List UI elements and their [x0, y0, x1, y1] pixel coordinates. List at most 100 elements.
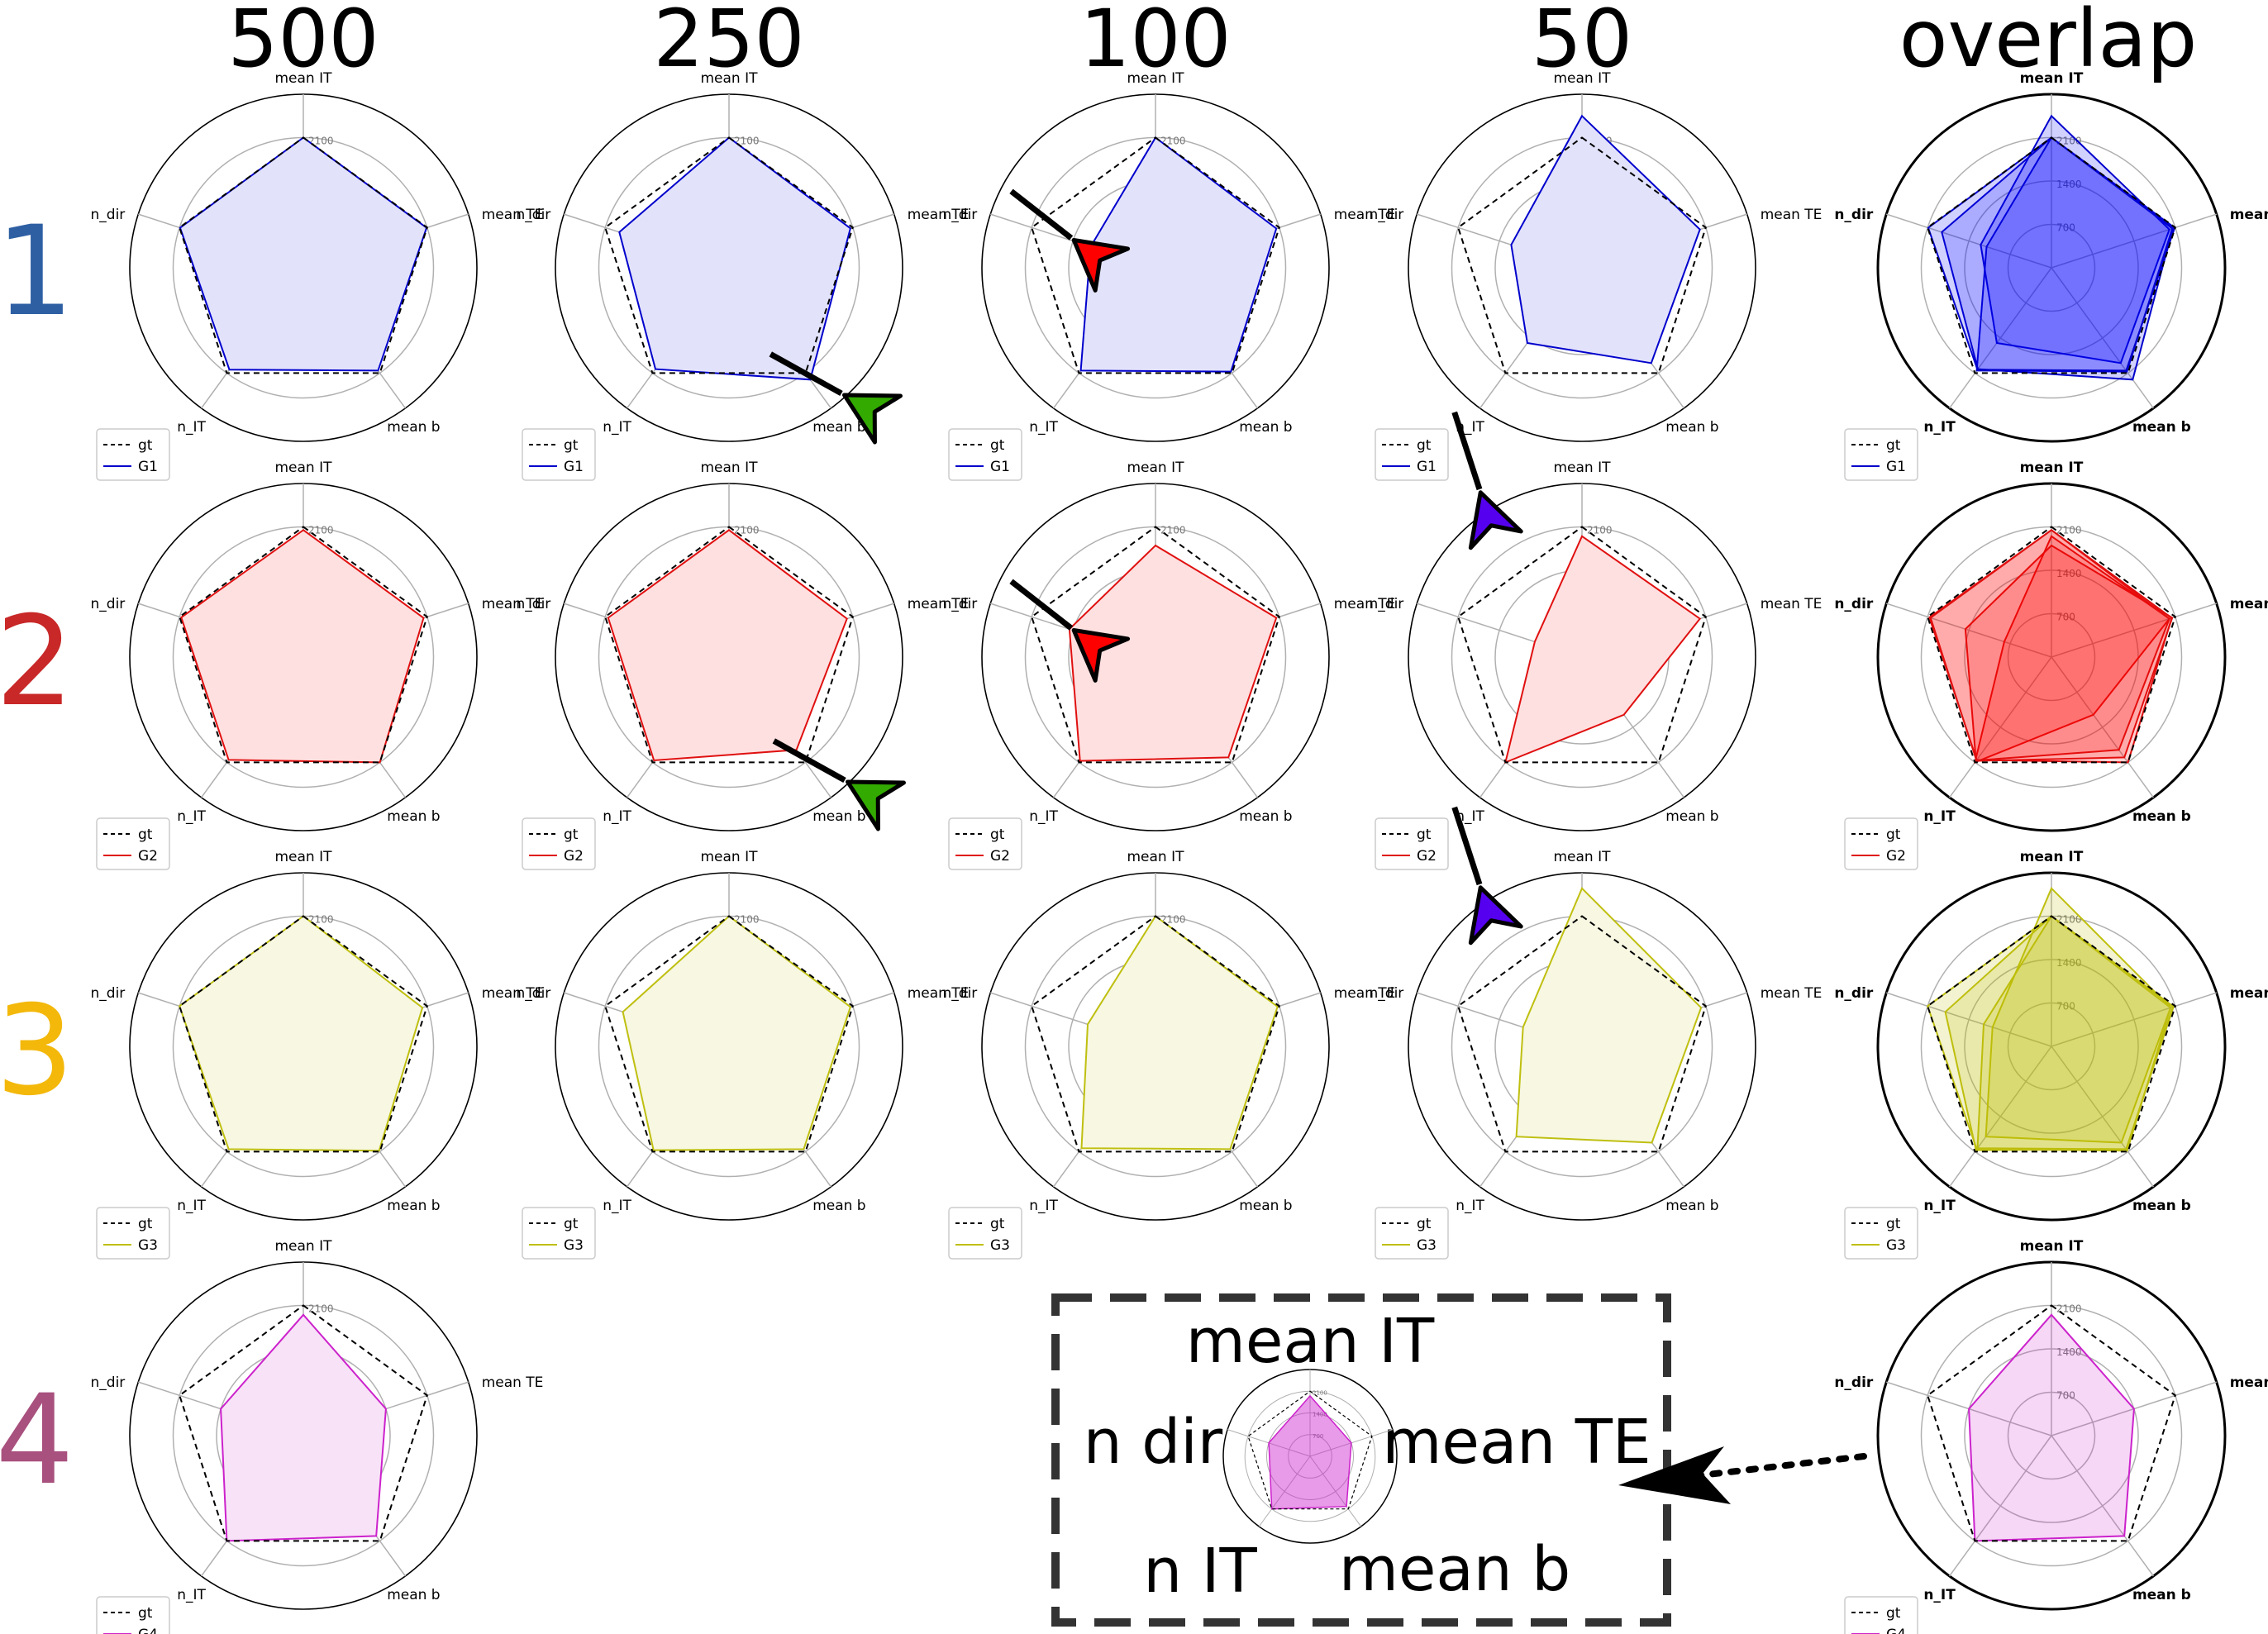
radar-axis-label: n_IT [1923, 1198, 1956, 1214]
radar-axis-label: mean IT [700, 849, 758, 865]
radar-rtick-label: 2100 [734, 136, 760, 147]
radar-axis-label: n_dir [517, 985, 551, 1002]
radar-rtick-label: 700 [2056, 1001, 2075, 1012]
radar-axis-label: mean IT [700, 70, 758, 87]
inset-mini-radar: 700 1400 2100 [1222, 1369, 1398, 1544]
legend-frame [1375, 428, 1449, 481]
radar-series-G2-100 [1068, 544, 1278, 762]
radar-rtick-label: 700 [2056, 1390, 2075, 1402]
radar-series-G2-250 [1929, 529, 2170, 762]
legend-frame [1375, 1207, 1449, 1260]
legend-frame [96, 1207, 170, 1260]
radar-axis-label: mean b [812, 419, 865, 436]
row-label-1: 1 [0, 200, 74, 344]
legend-G4: gt G4 [96, 1596, 170, 1634]
radar-axis-label: mean IT [1127, 849, 1184, 865]
legend-frame [522, 1207, 596, 1260]
legend-G1: gt G1 [948, 428, 1022, 481]
legend-gt-label: gt [138, 827, 153, 843]
radar-spoke [1886, 603, 2052, 658]
radar-axis-label: mean b [1665, 419, 1718, 436]
radar-axis-label: mean TE [482, 985, 544, 1002]
legend-G2: gt G2 [522, 817, 596, 870]
red-arrow-row2 [1009, 579, 1131, 683]
radar-series-gt [1031, 526, 1280, 764]
radar-axis-label: mean IT [274, 849, 332, 865]
inset-spoke [1258, 1455, 1311, 1527]
inset-series-gt [1247, 1390, 1373, 1510]
radar-series-gt [179, 915, 428, 1153]
legend-frame [1375, 817, 1449, 870]
radar-series-G3-100 [1080, 915, 1279, 1150]
legend-gt-label: gt [1886, 437, 1901, 454]
radar-rtick-label: 2100 [1587, 525, 1613, 536]
radar-series-G3-50 [1515, 887, 1703, 1144]
radar-axis-label: n_dir [517, 596, 551, 612]
radar-series-gt [1031, 136, 1280, 374]
radar-axis-label: mean b [1665, 1198, 1718, 1214]
radar-axis-label: mean b [1239, 808, 1292, 825]
radar-series-gt [1457, 136, 1707, 374]
legend-series-label: G3 [564, 1237, 584, 1254]
red-arrow-row1 [1009, 188, 1131, 293]
radar-axis-label: mean TE [482, 207, 544, 223]
legend-gt-label: gt [564, 827, 579, 843]
radar-axis-label: mean b [812, 1198, 865, 1214]
inset-rtick-label: 2100 [1313, 1389, 1327, 1396]
radar-spoke [2051, 1435, 2155, 1577]
legend-gt-label: gt [1886, 827, 1901, 843]
legend-G2: gt G2 [1844, 817, 1918, 870]
inset-pointer [1618, 1446, 1867, 1504]
radar-axis-label: n_IT [1923, 419, 1956, 436]
radar-axis-label: n_dir [1834, 985, 1874, 1002]
legend-G1: gt G1 [1375, 428, 1449, 481]
radar-spoke [2051, 656, 2155, 798]
legend-frame [96, 428, 170, 481]
radar-axis-label: n_dir [517, 207, 551, 223]
radar-axis-label: mean b [2132, 808, 2191, 825]
radar-axis-label: mean b [1239, 419, 1292, 436]
radar-axis-label: n_IT [177, 808, 206, 825]
radar-axis-label: mean b [387, 808, 440, 825]
purple-arrow-row2 [1451, 806, 1523, 946]
radar-series-gt [1031, 915, 1280, 1153]
radar-panel-G3-overlap: 700 1400 2100 mean IT mean TE mean b n_IT n_dir… [1834, 849, 2268, 1260]
radar-series-G2-500 [1928, 529, 2173, 764]
radar-axis-label: mean TE [1334, 596, 1396, 612]
radar-rtick-label: 1400 [2056, 1346, 2082, 1358]
legend-series-label: G4 [138, 1627, 158, 1634]
legend-G3: gt G3 [948, 1207, 1022, 1260]
radar-rtick-label: 1400 [2056, 568, 2082, 579]
green-arrow-row2 [772, 738, 906, 831]
legend-gt-label: gt [1417, 827, 1432, 843]
purple-arrow-row1 [1451, 411, 1523, 550]
radar-series-G1-250 [1941, 136, 2175, 381]
radar-axis-label: n_dir [943, 207, 978, 223]
radar-axis-label: mean IT [274, 1238, 332, 1255]
radar-axis-label: n_dir [1834, 596, 1874, 612]
radar-axis-label: mean IT [1127, 460, 1184, 476]
row-label-3: 3 [0, 979, 74, 1123]
radar-series-gt [604, 526, 854, 764]
radar-rtick-label: 1400 [2056, 957, 2082, 969]
legend-frame [1844, 428, 1918, 481]
column-header-50: 50 [1532, 0, 1632, 85]
radar-rtick-label: 2100 [308, 914, 334, 926]
legend-series-label: G2 [138, 848, 158, 865]
radar-axis-label: mean TE [2230, 207, 2268, 223]
radar-series-gt [1927, 526, 2176, 764]
radar-axis-label: mean IT [700, 460, 758, 476]
legend-G3: gt G3 [522, 1207, 596, 1260]
radar-axis-label: n_IT [1923, 1587, 1956, 1603]
radar-axis-label: mean TE [2230, 985, 2268, 1002]
legend-G4: gt G4 [1844, 1596, 1918, 1634]
inset-pointer-dots [1698, 1453, 1867, 1479]
inset-spoke [1309, 1455, 1362, 1527]
column-header-overlap: overlap [1899, 0, 2198, 85]
legend-series-label: G1 [138, 459, 158, 475]
